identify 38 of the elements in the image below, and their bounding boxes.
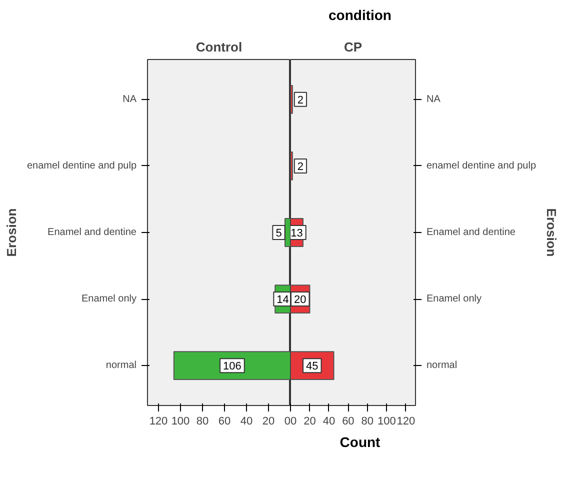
x-tick-label: 20 (262, 416, 275, 428)
y-tick-label: enamel dentine and pulp (426, 160, 536, 172)
data-label: 20 (294, 294, 306, 306)
y-tick-label: enamel dentine and pulp (26, 160, 137, 172)
x-tick-label: 80 (196, 416, 209, 428)
y-tick-label: Enamel only (426, 294, 482, 305)
data-label: 106 (223, 360, 242, 373)
data-label: 13 (290, 228, 303, 240)
x-axis-title: Count (340, 433, 380, 452)
x-tick-label: 20 (304, 416, 316, 428)
y-tick-label: Enamel and dentine (48, 227, 137, 238)
data-label: 45 (306, 360, 318, 373)
data-label: 14 (276, 294, 289, 306)
x-tick-label: 80 (361, 416, 374, 428)
y-tick-label: NA (426, 94, 441, 105)
text: condition (328, 6, 392, 25)
data-label: 5 (276, 228, 282, 240)
x-tick-label: 0 (290, 416, 297, 428)
y-axis-title: Erosion (4, 208, 19, 257)
data-label: 2 (297, 94, 304, 106)
data-label: 2 (297, 160, 304, 173)
chart-title: Control (196, 40, 242, 54)
y-tick-label: normal (426, 360, 458, 372)
y2-axis-title: Erosion (544, 208, 560, 257)
x-tick-label: 100 (377, 416, 396, 428)
chart-title: CP (344, 40, 362, 54)
y-tick-label: NA (122, 94, 137, 105)
x-tick-label: 120 (149, 416, 168, 428)
x-tick-label: 60 (218, 416, 231, 428)
x-tick-label: 40 (322, 416, 336, 428)
x-tick-label: 60 (342, 416, 354, 428)
y-tick-label: normal (106, 360, 137, 372)
x-tick-label: 0 (284, 416, 291, 428)
x-tick-label: 120 (396, 416, 416, 428)
x-tick-label: 100 (171, 416, 190, 428)
y-tick-label: Enamel only (81, 294, 136, 305)
y-tick-label: Enamel and dentine (426, 227, 516, 238)
x-tick-label: 40 (240, 416, 253, 428)
